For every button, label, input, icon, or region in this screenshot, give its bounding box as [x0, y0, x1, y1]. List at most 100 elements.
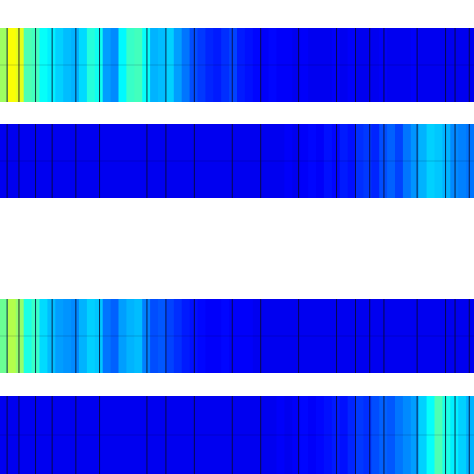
heatmap-cell: [402, 299, 412, 373]
heatmap-cell: [126, 124, 135, 198]
heatmap-cell: [86, 124, 96, 198]
heatmap-cell: [15, 124, 25, 198]
heatmap-cell: [363, 299, 372, 373]
heatmap-cell: [276, 124, 285, 198]
heatmap-cell: [221, 396, 230, 474]
heatmap-cell: [205, 396, 214, 474]
heatmap-cell: [126, 28, 135, 102]
heatmap-cell: [165, 28, 175, 102]
heatmap-cell: [213, 299, 222, 373]
heatmap-cell: [197, 124, 206, 198]
heatmap-cell: [79, 28, 88, 102]
heatmap-cell: [418, 299, 428, 373]
heatmap-cell: [410, 299, 420, 373]
heatmap-cell: [55, 124, 64, 198]
heatmap-cell: [442, 124, 451, 198]
heatmap-cell: [410, 396, 420, 474]
heatmap-strip-4: [0, 396, 474, 474]
heatmap-cell: [244, 28, 254, 102]
heatmap-cell: [371, 299, 380, 373]
heatmap-cell: [63, 396, 72, 474]
heatmap-cell: [371, 28, 380, 102]
heatmap-cell: [118, 299, 127, 373]
heatmap-cell: [276, 28, 285, 102]
heatmap-cell: [110, 299, 120, 373]
heatmap-cell: [39, 299, 48, 373]
heatmap-cell: [79, 299, 88, 373]
heatmap-cell: [466, 396, 474, 474]
heatmap-cell: [213, 396, 222, 474]
heatmap-cell: [158, 299, 167, 373]
heatmap-cell: [395, 299, 404, 373]
heatmap-cell: [260, 299, 270, 373]
heatmap-cell: [339, 124, 349, 198]
heatmap-cell: [197, 299, 206, 373]
heatmap-cell: [426, 124, 436, 198]
heatmap-cell: [395, 28, 404, 102]
heatmap-cell: [229, 299, 238, 373]
heatmap-cell: [221, 299, 230, 373]
heatmap-cell: [158, 28, 167, 102]
heatmap-cell: [55, 28, 64, 102]
heatmap-cell: [150, 124, 159, 198]
heatmap-cell: [292, 28, 301, 102]
heatmap-cell: [205, 124, 214, 198]
heatmap-cell: [402, 28, 412, 102]
heatmap-cell: [387, 299, 396, 373]
heatmap-cell: [229, 28, 238, 102]
heatmap-cell: [268, 299, 278, 373]
heatmap-cell: [181, 396, 191, 474]
heatmap-cell: [63, 28, 72, 102]
heatmap-cell: [173, 396, 183, 474]
heatmap-cell: [229, 396, 238, 474]
heatmap-cell: [126, 299, 135, 373]
heatmap-cell: [79, 396, 88, 474]
heatmap-cell: [284, 28, 293, 102]
heatmap-cell: [442, 299, 451, 373]
heatmap-cell: [395, 396, 404, 474]
heatmap-strip-2: [0, 124, 474, 198]
heatmap-cell: [110, 28, 120, 102]
heatmap-cell: [292, 396, 301, 474]
heatmap-cell: [308, 124, 317, 198]
heatmap-cell: [229, 124, 238, 198]
heatmap-cell: [410, 124, 420, 198]
heatmap-cell: [150, 28, 159, 102]
heatmap-cell: [347, 299, 357, 373]
heatmap-cell: [173, 299, 183, 373]
heatmap-cell: [276, 396, 285, 474]
heatmap-cell: [63, 124, 72, 198]
heatmap-cell: [363, 28, 372, 102]
heatmap-cell: [252, 396, 262, 474]
heatmap-cell: [284, 124, 293, 198]
heatmap-cell: [134, 299, 143, 373]
heatmap-cell: [118, 124, 127, 198]
heatmap-cell: [426, 396, 436, 474]
heatmap-cell: [197, 396, 206, 474]
heatmap-cell: [55, 396, 64, 474]
heatmap-cell: [339, 396, 349, 474]
heatmap-cell: [363, 124, 372, 198]
heatmap-cell: [387, 396, 396, 474]
heatmap-cell: [276, 299, 285, 373]
heatmap-cell: [252, 124, 262, 198]
heatmap-cell: [39, 124, 48, 198]
heatmap-cell: [316, 396, 325, 474]
heatmap-cell: [7, 396, 17, 474]
heatmap-cell: [221, 124, 230, 198]
heatmap-cell: [458, 28, 467, 102]
heatmap-cell: [158, 396, 167, 474]
heatmap-cell: [316, 299, 325, 373]
heatmap-cell: [260, 124, 270, 198]
heatmap-cell: [434, 396, 443, 474]
heatmap-cell: [237, 299, 246, 373]
heatmap-cell: [418, 28, 428, 102]
heatmap-cell: [300, 396, 309, 474]
heatmap-cell: [102, 28, 112, 102]
heatmap-cell: [118, 28, 127, 102]
heatmap-cell: [102, 299, 112, 373]
heatmap-cell: [466, 299, 474, 373]
heatmap-cell: [7, 28, 17, 102]
heatmap-cell: [442, 28, 451, 102]
heatmap-strip-3: [0, 299, 474, 373]
